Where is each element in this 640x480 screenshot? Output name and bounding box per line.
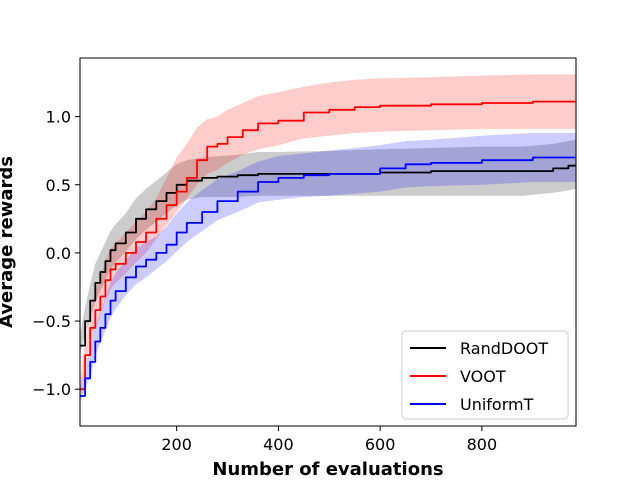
x-tick-label: 400: [263, 435, 294, 454]
y-tick-label: −0.5: [32, 312, 71, 331]
x-tick-label: 600: [365, 435, 396, 454]
x-axis-title: Number of evaluations: [212, 459, 443, 480]
legend: RandDOOT VOOT UniformT: [401, 330, 569, 420]
plot-frame: [79, 57, 577, 427]
y-tick-label: 0.0: [46, 244, 71, 263]
y-tick-label: 0.5: [46, 176, 71, 195]
series-lines: [80, 100, 576, 397]
randdoot-legend-label: RandDOOT: [460, 339, 548, 358]
x-axis: 200 400 600 800: [161, 426, 497, 454]
voot-line: [80, 100, 576, 391]
randdoot-band: [80, 139, 576, 356]
y-axis-title: Average rewards: [0, 156, 17, 328]
y-axis: −1.0 −0.5 0.0 0.5 1.0: [32, 108, 80, 399]
uniformt-legend-label: UniformT: [460, 395, 534, 414]
y-tick-label: 1.0: [46, 108, 71, 127]
voot-legend-label: VOOT: [460, 367, 506, 386]
uniformt-line: [80, 156, 576, 397]
voot-band: [80, 74, 576, 397]
uniformt-band: [80, 133, 576, 403]
x-tick-label: 800: [467, 435, 498, 454]
x-tick-label: 200: [161, 435, 192, 454]
confidence-bands: [80, 74, 576, 403]
legend-box: [401, 330, 569, 420]
y-tick-label: −1.0: [32, 380, 71, 399]
